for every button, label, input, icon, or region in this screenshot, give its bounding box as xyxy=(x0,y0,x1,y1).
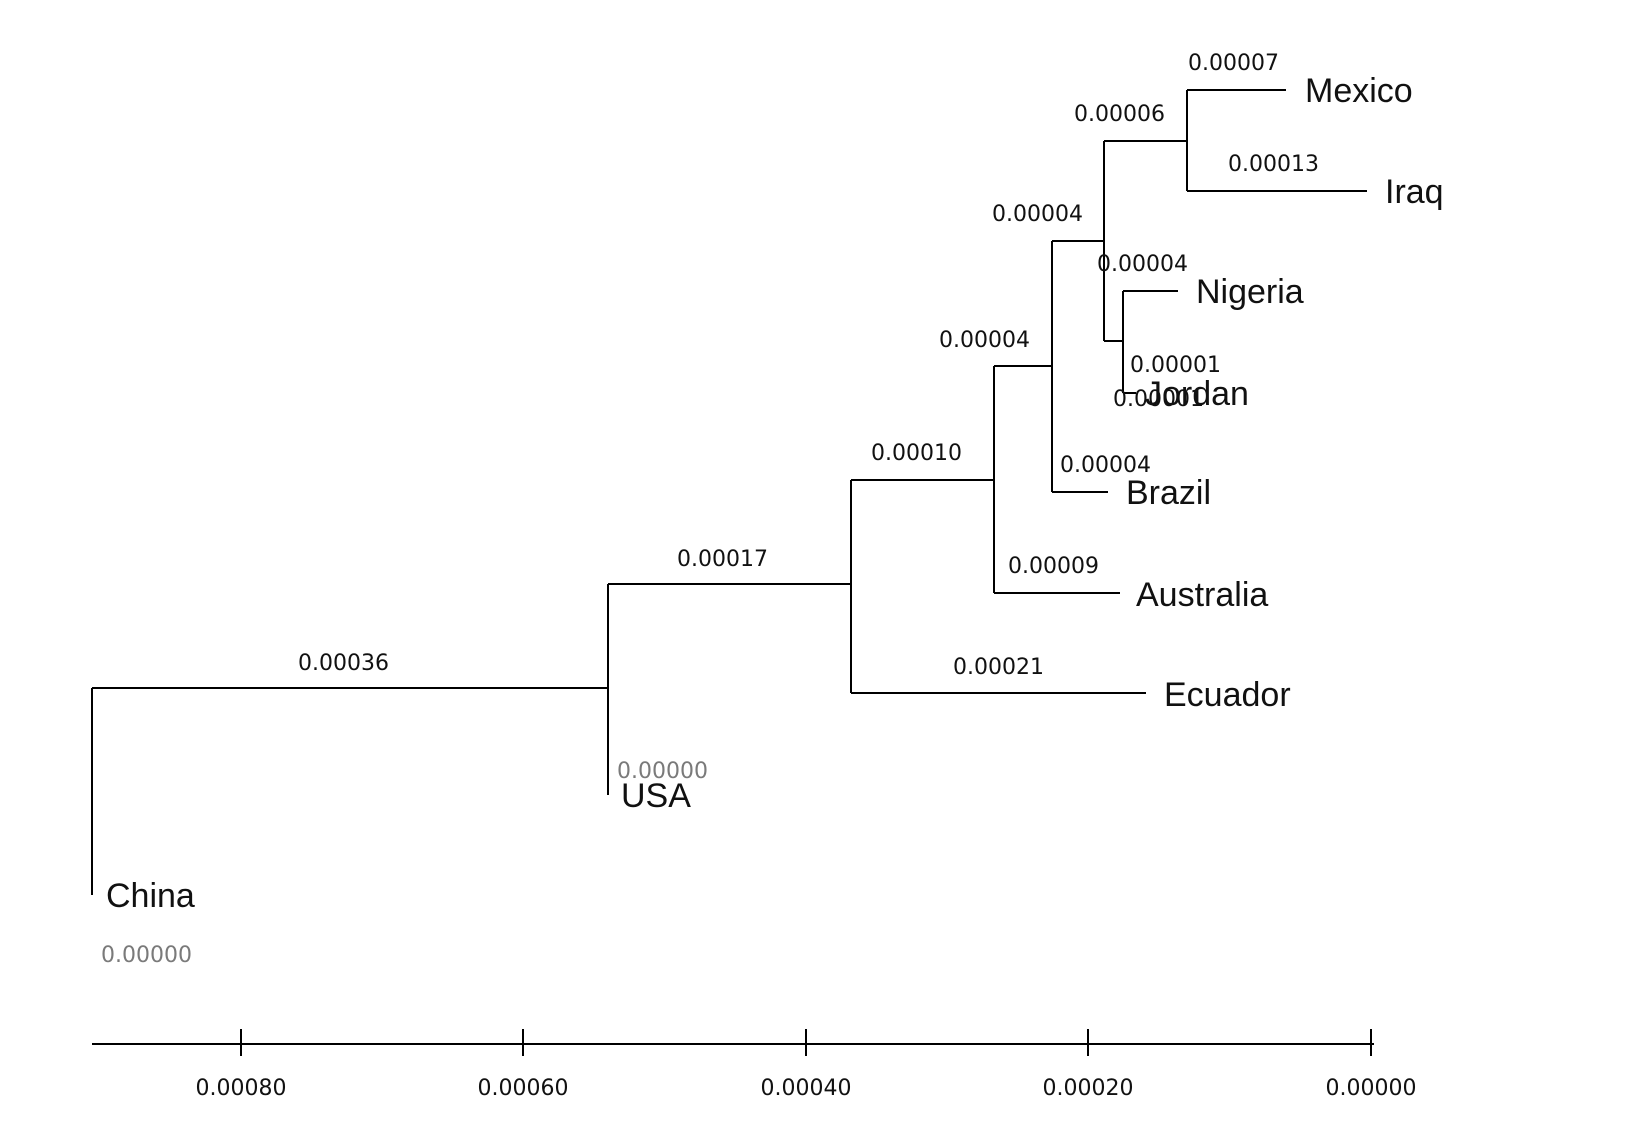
branch-label-mexico-nigeria-cluster: 0.00004 xyxy=(992,202,1083,227)
branch-label-brazil: 0.00004 xyxy=(1060,453,1151,478)
taxon-label-mexico: Mexico xyxy=(1305,72,1413,110)
branch-label-australia-cluster: 0.00010 xyxy=(871,441,962,466)
scale-axis: 0.00080 0.00060 0.00040 0.00020 0.00000 xyxy=(92,1029,1416,1101)
branch-label-brazil-cluster: 0.00004 xyxy=(939,328,1030,353)
taxon-label-brazil: Brazil xyxy=(1126,474,1211,512)
branch-label-mexico-iraq-cluster: 0.00006 xyxy=(1074,102,1165,127)
taxon-label-usa: USA xyxy=(621,777,691,815)
branch-label-jordan-overlap: 0.00001 xyxy=(1113,387,1204,412)
branch-label-iraq: 0.00013 xyxy=(1228,152,1319,177)
axis-tick-label: 0.00020 xyxy=(1043,1076,1134,1101)
taxon-label-jordan: Jordan xyxy=(1145,375,1249,413)
branch-label-root-cluster: 0.00036 xyxy=(298,651,389,676)
axis-tick-label: 0.00040 xyxy=(761,1076,852,1101)
taxon-label-china: China xyxy=(106,877,195,915)
branch-label-nigeria-jordan-cluster: 0.00004 xyxy=(1097,252,1188,277)
taxon-label-nigeria: Nigeria xyxy=(1196,273,1304,311)
branch-length-labels: 0.00036 0.00017 0.00010 0.00004 0.00004 … xyxy=(101,51,1319,968)
branch-label-china: 0.00000 xyxy=(101,943,192,968)
taxon-label-iraq: Iraq xyxy=(1385,173,1444,211)
tree-edges xyxy=(91,89,1367,895)
branch-label-usa: 0.00000 xyxy=(617,759,708,784)
branch-label-ecuador-cluster: 0.00017 xyxy=(677,547,768,572)
axis-tick-label: 0.00060 xyxy=(478,1076,569,1101)
axis-tick-label: 0.00000 xyxy=(1326,1076,1417,1101)
branch-label-jordan: 0.00001 xyxy=(1130,353,1221,378)
branch-label-mexico: 0.00007 xyxy=(1188,51,1279,76)
taxon-label-australia: Australia xyxy=(1136,576,1268,614)
taxon-labels: Mexico Iraq Nigeria Jordan Brazil Austra… xyxy=(106,72,1444,915)
axis-tick-label: 0.00080 xyxy=(196,1076,287,1101)
branch-label-australia: 0.00009 xyxy=(1008,554,1099,579)
taxon-label-ecuador: Ecuador xyxy=(1164,676,1291,714)
branch-label-ecuador: 0.00021 xyxy=(953,655,1044,680)
